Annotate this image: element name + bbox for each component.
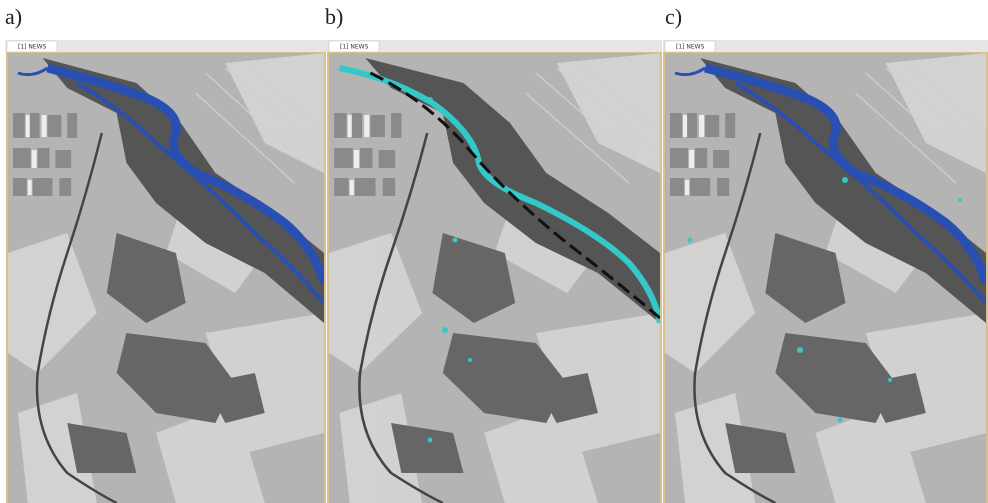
tab-label: [1] NEWS	[18, 44, 47, 51]
panel-a: a) [1] NEWS	[5, 4, 327, 503]
figure: a) [1] NEWS b) [1] NEWS c) [1] NEWS	[0, 0, 988, 503]
panel-label: b)	[325, 4, 343, 29]
panel-b: b) [1] NEWS	[325, 4, 662, 503]
tab-label: [1] NEWS	[676, 44, 705, 51]
satellite-image	[665, 53, 986, 503]
satellite-image	[8, 53, 324, 503]
tab-label: [1] NEWS	[340, 44, 369, 51]
panel-label: a)	[5, 4, 22, 29]
panel-c: c) [1] NEWS	[663, 4, 988, 503]
panel-label: c)	[665, 4, 682, 29]
